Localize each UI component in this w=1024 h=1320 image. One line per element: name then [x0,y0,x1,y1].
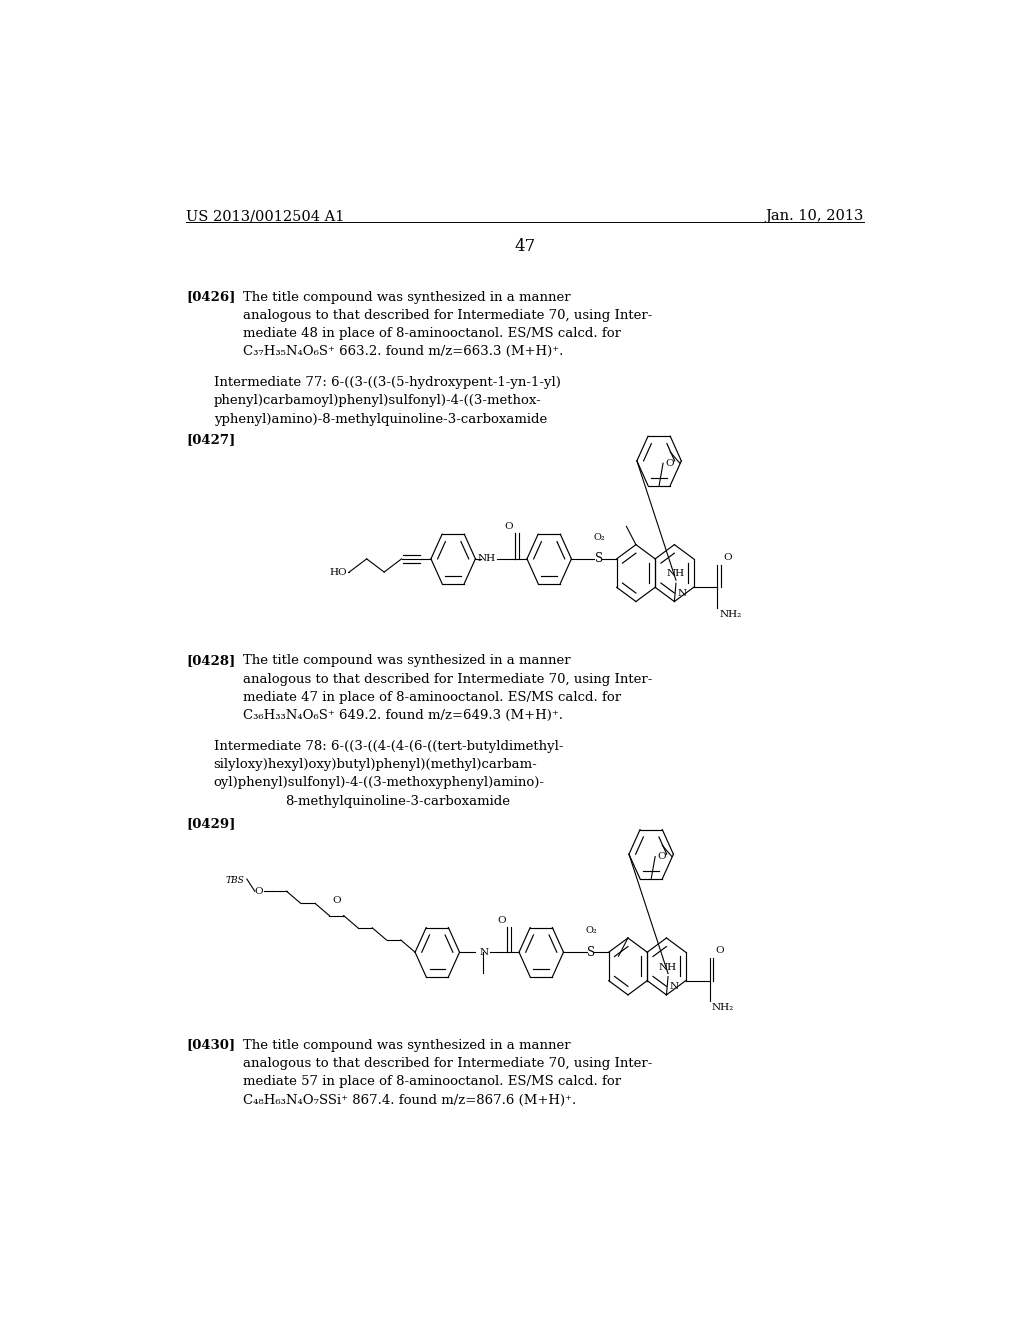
Text: [0429]: [0429] [186,817,236,830]
Text: analogous to that described for Intermediate 70, using Inter-: analogous to that described for Intermed… [243,673,652,685]
Text: Intermediate 77: 6-((3-((3-(5-hydroxypent-1-yn-1-yl): Intermediate 77: 6-((3-((3-(5-hydroxypen… [214,376,560,389]
Text: O: O [723,553,731,562]
Text: O: O [254,887,263,896]
Text: Intermediate 78: 6-((3-((4-(4-(6-((tert-butyldimethyl-: Intermediate 78: 6-((3-((4-(4-(6-((tert-… [214,739,563,752]
Text: N: N [480,948,488,957]
Text: HO: HO [329,568,347,577]
Text: 47: 47 [514,238,536,255]
Text: O: O [332,896,341,906]
Text: yphenyl)amino)-8-methylquinoline-3-carboxamide: yphenyl)amino)-8-methylquinoline-3-carbo… [214,412,547,425]
Text: O: O [666,459,674,469]
Text: S: S [595,552,603,565]
Text: NH: NH [667,569,685,578]
Text: mediate 47 in place of 8-aminooctanol. ES/MS calcd. for: mediate 47 in place of 8-aminooctanol. E… [243,690,622,704]
Text: [0427]: [0427] [186,433,236,446]
Text: mediate 57 in place of 8-aminooctanol. ES/MS calcd. for: mediate 57 in place of 8-aminooctanol. E… [243,1076,622,1088]
Text: silyloxy)hexyl)oxy)butyl)phenyl)(methyl)carbam-: silyloxy)hexyl)oxy)butyl)phenyl)(methyl)… [214,758,538,771]
Text: TBS: TBS [225,876,245,884]
Text: analogous to that described for Intermediate 70, using Inter-: analogous to that described for Intermed… [243,1057,652,1071]
Text: [0428]: [0428] [186,655,236,668]
Text: The title compound was synthesized in a manner: The title compound was synthesized in a … [243,1039,570,1052]
Text: US 2013/0012504 A1: US 2013/0012504 A1 [186,210,344,223]
Text: NH₂: NH₂ [712,1003,734,1012]
Text: O: O [505,523,513,532]
Text: S: S [587,945,595,958]
Text: O: O [715,946,724,956]
Text: NH: NH [659,962,677,972]
Text: [0426]: [0426] [186,290,236,304]
Text: C₃₆H₃₃N₄O₆S⁺ 649.2. found m/z=649.3 (M+H)⁺.: C₃₆H₃₃N₄O₆S⁺ 649.2. found m/z=649.3 (M+H… [243,709,563,722]
Text: O₂: O₂ [593,532,605,541]
Text: oyl)phenyl)sulfonyl)-4-((3-methoxyphenyl)amino)-: oyl)phenyl)sulfonyl)-4-((3-methoxyphenyl… [214,776,545,789]
Text: mediate 48 in place of 8-aminooctanol. ES/MS calcd. for: mediate 48 in place of 8-aminooctanol. E… [243,327,622,341]
Text: phenyl)carbamoyl)phenyl)sulfonyl)-4-((3-methox-: phenyl)carbamoyl)phenyl)sulfonyl)-4-((3-… [214,395,542,407]
Text: O: O [497,916,506,925]
Text: analogous to that described for Intermediate 70, using Inter-: analogous to that described for Intermed… [243,309,652,322]
Text: The title compound was synthesized in a manner: The title compound was synthesized in a … [243,655,570,668]
Text: N: N [678,589,687,598]
Text: The title compound was synthesized in a manner: The title compound was synthesized in a … [243,290,570,304]
Text: O: O [657,853,667,862]
Text: Jan. 10, 2013: Jan. 10, 2013 [765,210,863,223]
Text: O₂: O₂ [586,925,597,935]
Text: N: N [670,982,679,991]
Text: 8-methylquinoline-3-carboxamide: 8-methylquinoline-3-carboxamide [285,795,510,808]
Text: [0430]: [0430] [186,1039,236,1052]
Text: C₃₇H₃₅N₄O₆S⁺ 663.2. found m/z=663.3 (M+H)⁺.: C₃₇H₃₅N₄O₆S⁺ 663.2. found m/z=663.3 (M+H… [243,346,563,359]
Text: NH₂: NH₂ [720,610,742,619]
Text: C₄₈H₆₃N₄O₇SSi⁺ 867.4. found m/z=867.6 (M+H)⁺.: C₄₈H₆₃N₄O₇SSi⁺ 867.4. found m/z=867.6 (M… [243,1093,577,1106]
Text: NH: NH [477,554,496,564]
